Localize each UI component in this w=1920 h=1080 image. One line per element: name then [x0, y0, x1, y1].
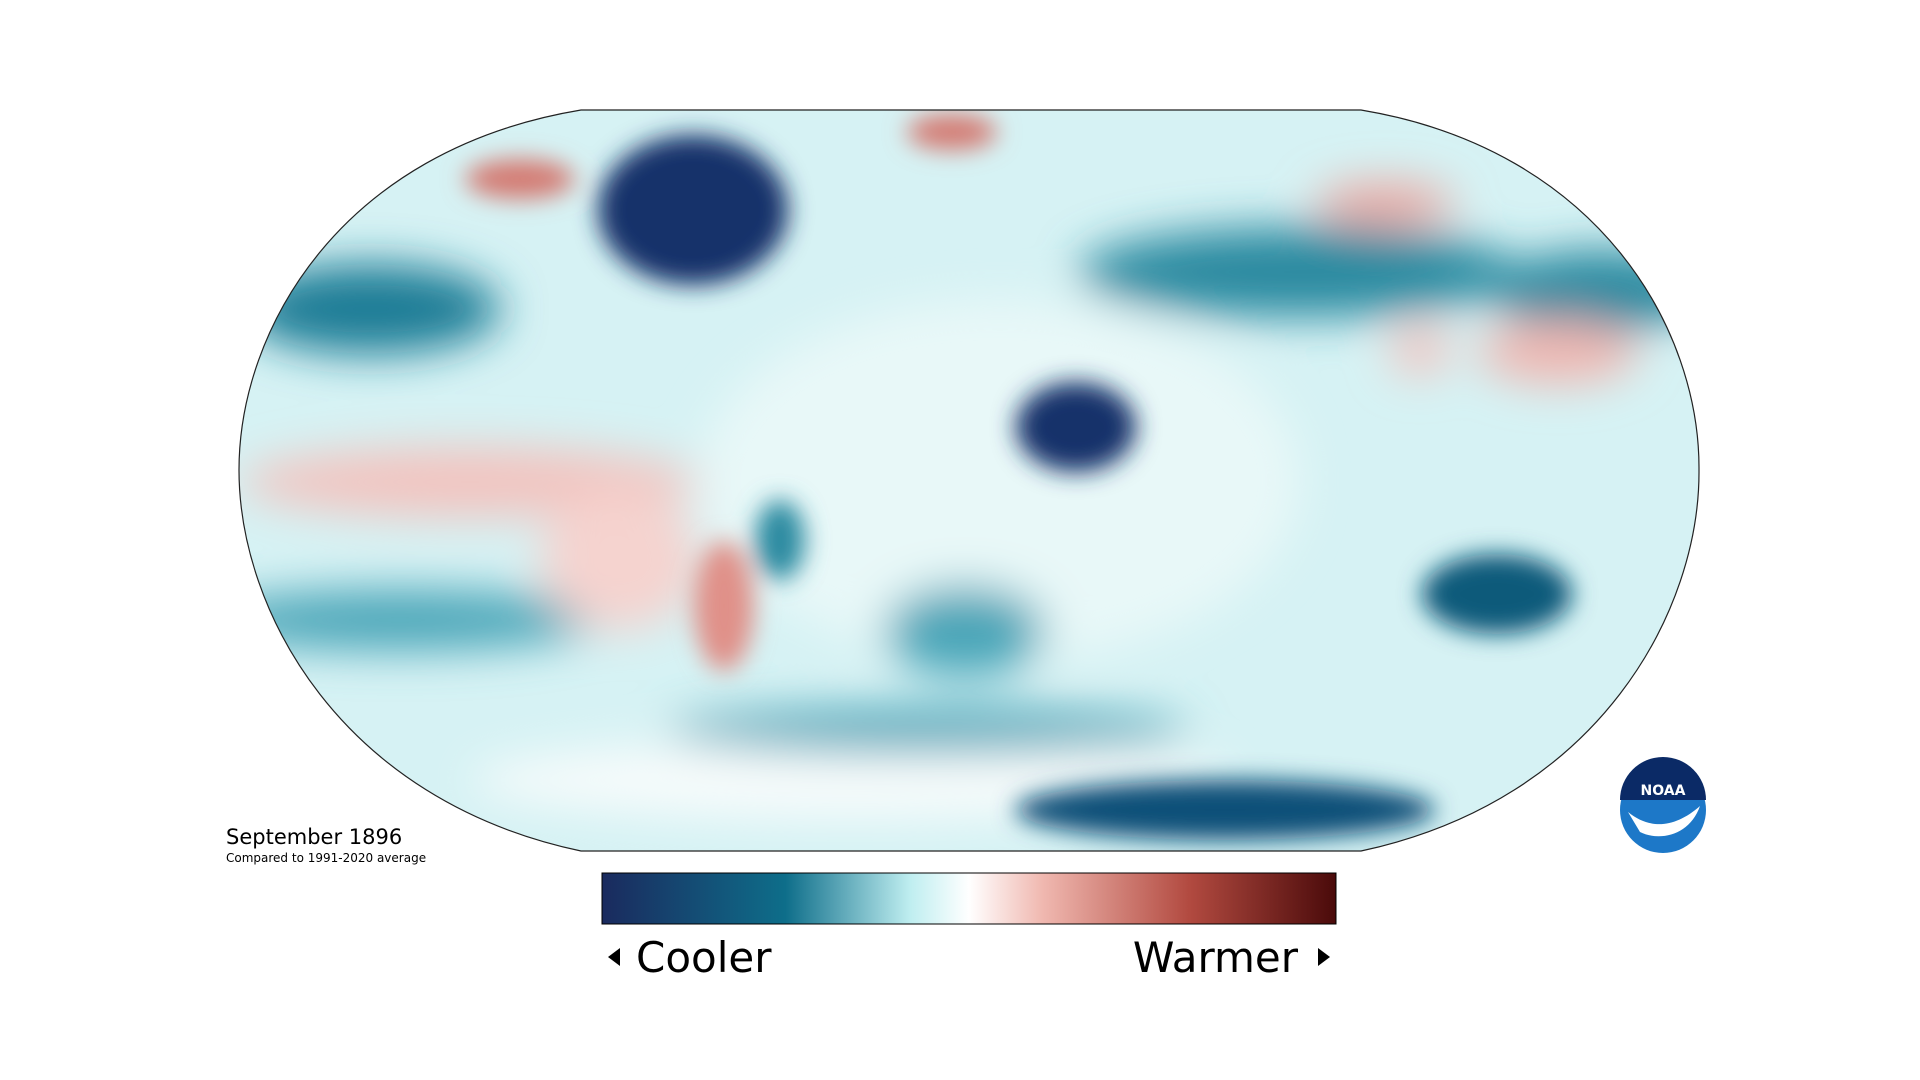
logo-top: [1620, 757, 1706, 800]
warmer-label: Warmer: [1133, 933, 1299, 982]
anomaly-field: [239, 110, 1700, 851]
logo-text: NOAA: [1641, 783, 1686, 799]
map-subtitle: Compared to 1991-2020 average: [226, 851, 426, 865]
anomaly-blobs: [239, 182, 1700, 820]
map-title: September 1896: [226, 825, 402, 849]
cooler-arrow: [608, 948, 620, 966]
logo-bird: [1628, 806, 1700, 837]
cooler-label: Cooler: [636, 933, 772, 982]
warmer-arrow: [1318, 948, 1330, 966]
noaa-logo: NOAA: [1620, 757, 1706, 853]
strong-anomalies: [465, 114, 1572, 840]
color-bar: [601, 872, 1337, 925]
map-outline: [238, 109, 1700, 852]
